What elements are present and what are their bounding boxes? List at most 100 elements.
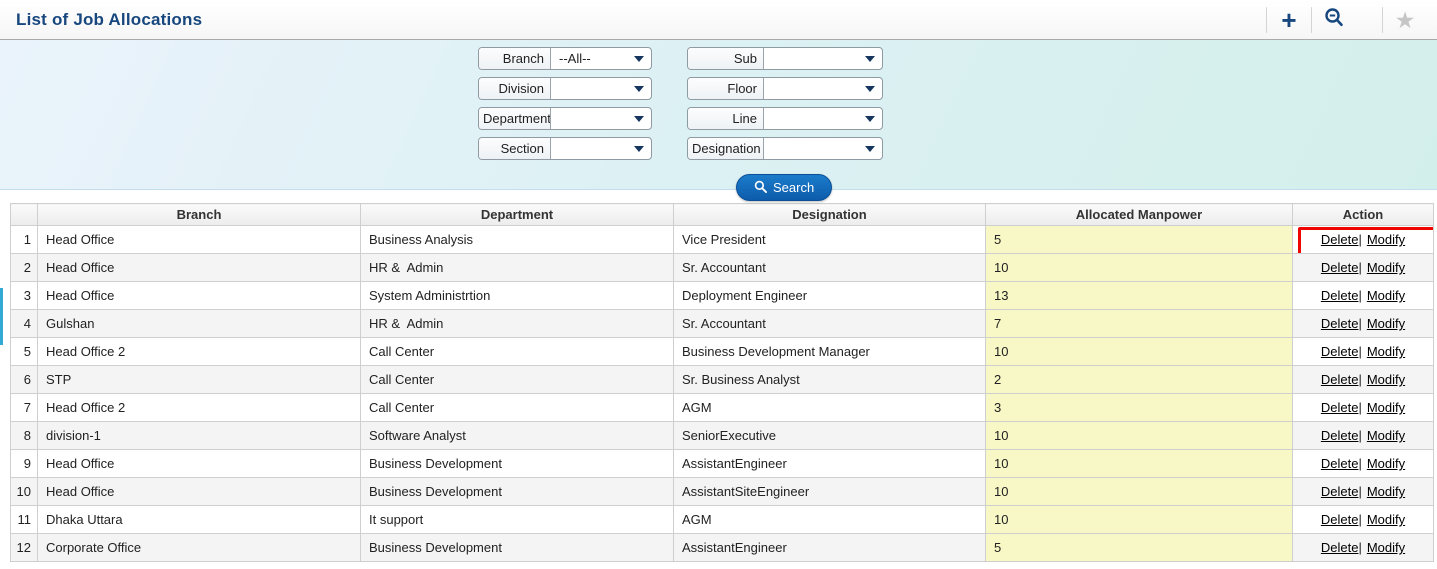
- filter-label: Line: [688, 108, 764, 129]
- delete-link[interactable]: Delete: [1320, 344, 1359, 359]
- table-header-row: Branch Department Designation Allocated …: [10, 203, 1434, 226]
- designation-cell: AssistantSiteEngineer: [673, 477, 986, 506]
- delete-link[interactable]: Delete: [1320, 260, 1359, 275]
- designation-cell: AssistantEngineer: [673, 533, 986, 562]
- department-cell: Call Center: [360, 393, 674, 422]
- action-cell: Delete| Modify: [1292, 365, 1434, 394]
- modify-link[interactable]: Modify: [1366, 400, 1406, 415]
- delete-link[interactable]: Delete: [1320, 428, 1359, 443]
- table-row: 1 Head Office Business Analysis Vice Presid…: [10, 225, 1434, 254]
- collapse-search-button[interactable]: [1312, 3, 1356, 37]
- filter-dropdown-sub[interactable]: Sub: [687, 47, 883, 70]
- modify-link[interactable]: Modify: [1366, 372, 1406, 387]
- manpower-cell: 10: [985, 337, 1293, 366]
- department-cell: HR & Admin: [360, 309, 674, 338]
- modify-link[interactable]: Modify: [1366, 344, 1406, 359]
- filter-grid: Branch --All-- Sub Division Floor Department L…: [478, 40, 883, 160]
- delete-link[interactable]: Delete: [1320, 232, 1359, 247]
- delete-link[interactable]: Delete: [1320, 456, 1359, 471]
- modify-link[interactable]: Modify: [1366, 316, 1406, 331]
- row-number-cell: 12: [10, 533, 38, 562]
- branch-cell: Head Office 2: [37, 337, 361, 366]
- delete-link[interactable]: Delete: [1320, 484, 1359, 499]
- modify-link[interactable]: Modify: [1366, 288, 1406, 303]
- designation-cell: Sr. Business Analyst: [673, 365, 986, 394]
- add-button[interactable]: +: [1267, 3, 1311, 37]
- branch-cell: Head Office 2: [37, 393, 361, 422]
- delete-link[interactable]: Delete: [1320, 400, 1359, 415]
- manpower-cell: 5: [985, 533, 1293, 562]
- star-icon: ★: [1394, 6, 1416, 33]
- designation-cell: AGM: [673, 393, 986, 422]
- department-cell: Business Development: [360, 477, 674, 506]
- row-number-cell: 7: [10, 393, 38, 422]
- delete-link[interactable]: Delete: [1320, 288, 1359, 303]
- modify-link[interactable]: Modify: [1366, 260, 1406, 275]
- department-cell: Software Analyst: [360, 421, 674, 450]
- modify-link[interactable]: Modify: [1366, 540, 1406, 555]
- row-number-cell: 10: [10, 477, 38, 506]
- table-row: 3 Head Office System Administrtion Deployme…: [10, 281, 1434, 310]
- modify-link[interactable]: Modify: [1366, 456, 1406, 471]
- branch-cell: Head Office: [37, 225, 361, 254]
- manpower-cell: 2: [985, 365, 1293, 394]
- modify-link[interactable]: Modify: [1366, 484, 1406, 499]
- table-row: 9 Head Office Business Development Assistan…: [10, 449, 1434, 478]
- chevron-down-icon: [858, 78, 882, 99]
- toolbar-divider: [1266, 6, 1267, 33]
- search-button[interactable]: Search: [736, 174, 833, 201]
- action-cell: Delete| Modify: [1292, 253, 1434, 282]
- delete-link[interactable]: Delete: [1320, 512, 1359, 527]
- modify-link[interactable]: Modify: [1366, 512, 1406, 527]
- action-cell: Delete| Modify: [1292, 225, 1434, 254]
- manpower-cell: 13: [985, 281, 1293, 310]
- designation-cell: Sr. Accountant: [673, 309, 986, 338]
- filter-dropdown-designation[interactable]: Designation: [687, 137, 883, 160]
- department-cell: Business Development: [360, 533, 674, 562]
- delete-link[interactable]: Delete: [1320, 372, 1359, 387]
- delete-link[interactable]: Delete: [1320, 540, 1359, 555]
- filter-dropdown-branch[interactable]: Branch --All--: [478, 47, 652, 70]
- designation-cell: AGM: [673, 505, 986, 534]
- filter-dropdown-department[interactable]: Department: [478, 107, 652, 130]
- filter-label: Division: [479, 78, 551, 99]
- filter-dropdown-floor[interactable]: Floor: [687, 77, 883, 100]
- department-cell: Business Analysis: [360, 225, 674, 254]
- favorite-button[interactable]: ★: [1383, 3, 1427, 37]
- filter-row: Section Designation: [478, 137, 883, 160]
- filter-dropdown-division[interactable]: Division: [478, 77, 652, 100]
- branch-cell: Dhaka Uttara: [37, 505, 361, 534]
- action-separator: |: [1358, 344, 1362, 359]
- filter-selected-value: [764, 138, 858, 159]
- action-cell: Delete| Modify: [1292, 477, 1434, 506]
- filter-selected-value: [764, 78, 858, 99]
- filter-dropdown-line[interactable]: Line: [687, 107, 883, 130]
- filter-label: Designation: [688, 138, 764, 159]
- modify-link[interactable]: Modify: [1366, 428, 1406, 443]
- branch-cell: Head Office: [37, 449, 361, 478]
- chevron-down-icon: [858, 48, 882, 69]
- filter-dropdown-section[interactable]: Section: [478, 137, 652, 160]
- filter-selected-value: [764, 48, 858, 69]
- delete-link[interactable]: Delete: [1320, 316, 1359, 331]
- action-cell: Delete| Modify: [1292, 505, 1434, 534]
- table-row: 12 Corporate Office Business Development As…: [10, 533, 1434, 562]
- action-separator: |: [1358, 260, 1362, 275]
- action-cell: Delete| Modify: [1292, 337, 1434, 366]
- chevron-down-icon: [627, 78, 651, 99]
- toolbar: + ★: [1266, 0, 1427, 39]
- allocations-table-body: 1 Head Office Business Analysis Vice Presid…: [10, 225, 1434, 562]
- search-button-row: Search: [478, 167, 883, 201]
- action-cell: Delete| Modify: [1292, 309, 1434, 338]
- filter-label: Section: [479, 138, 551, 159]
- page-title: List of Job Allocations: [16, 9, 203, 29]
- action-separator: |: [1358, 372, 1362, 387]
- manpower-cell: 10: [985, 253, 1293, 282]
- modify-link[interactable]: Modify: [1366, 232, 1406, 247]
- left-edge-scroll-indicator: [0, 288, 3, 345]
- department-cell: HR & Admin: [360, 253, 674, 282]
- filter-selected-value: [764, 108, 858, 129]
- filter-row: Division Floor: [478, 77, 883, 100]
- plus-icon: +: [1281, 4, 1297, 35]
- designation-cell: AssistantEngineer: [673, 449, 986, 478]
